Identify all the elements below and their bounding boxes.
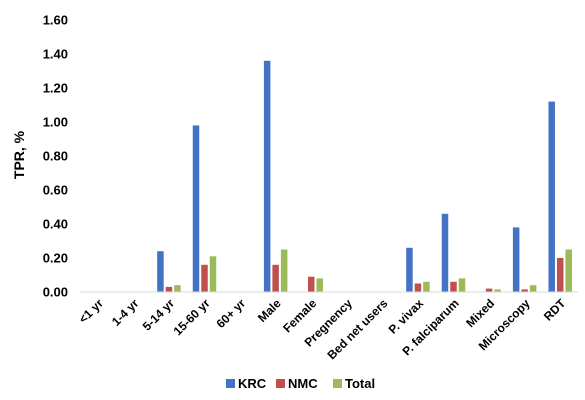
bar-total <box>529 285 537 292</box>
bar-nmc <box>450 281 457 292</box>
bar-nmc <box>307 276 315 292</box>
bar-krc <box>406 247 413 292</box>
y-tick-label: 0.20 <box>43 251 68 266</box>
bar-nmc <box>165 286 173 292</box>
y-tick-label: 0.00 <box>43 285 68 300</box>
y-tick-label: 1.40 <box>43 47 68 62</box>
x-category-label: 1-4 yr <box>109 296 142 329</box>
x-category-label: <1 yr <box>76 296 106 326</box>
y-tick-label: 0.40 <box>43 217 68 232</box>
bar-krc <box>157 251 164 292</box>
bar-krc <box>512 227 520 292</box>
bar-total <box>280 249 288 292</box>
bar-nmc <box>201 264 208 292</box>
legend-label-krc: KRC <box>238 376 267 391</box>
bar-total <box>423 281 430 292</box>
x-category-label: 60+ yr <box>214 296 249 331</box>
bar-nmc <box>556 258 564 292</box>
bar-nmc <box>414 283 422 292</box>
legend: KRC NMC Total <box>226 376 375 391</box>
y-tick-label: 1.60 <box>43 13 68 28</box>
bar-total <box>565 249 572 292</box>
y-axis-ticks: 0.00 0.20 0.40 0.60 0.80 1.00 1.20 1.40 1.60 <box>43 13 68 300</box>
bar-krc <box>548 101 555 292</box>
x-category-label: Mixed <box>463 296 497 330</box>
legend-swatch-krc <box>226 379 235 388</box>
bar-series <box>157 60 572 293</box>
y-tick-label: 0.80 <box>43 149 68 164</box>
y-axis-title: TPR, % <box>11 130 27 179</box>
bar-total <box>316 278 323 292</box>
bar-total <box>494 289 501 292</box>
bar-total <box>458 278 466 292</box>
legend-label-nmc: NMC <box>288 376 318 391</box>
bar-nmc <box>272 264 279 292</box>
bar-nmc <box>485 288 493 292</box>
bar-nmc <box>521 289 528 292</box>
y-tick-label: 1.00 <box>43 115 68 130</box>
legend-swatch-total <box>333 379 342 388</box>
bar-total <box>209 256 217 292</box>
x-category-label: Male <box>255 296 284 325</box>
y-tick-label: 1.20 <box>43 81 68 96</box>
bar-krc <box>441 213 449 292</box>
x-category-label: RDT <box>541 296 569 324</box>
x-category-label: 15-60 yr <box>171 296 213 338</box>
bar-krc <box>192 125 200 293</box>
y-tick-label: 0.60 <box>43 183 68 198</box>
bar-krc <box>263 60 271 292</box>
legend-swatch-nmc <box>276 379 285 388</box>
bar-total <box>174 285 181 292</box>
legend-label-total: Total <box>345 376 375 391</box>
